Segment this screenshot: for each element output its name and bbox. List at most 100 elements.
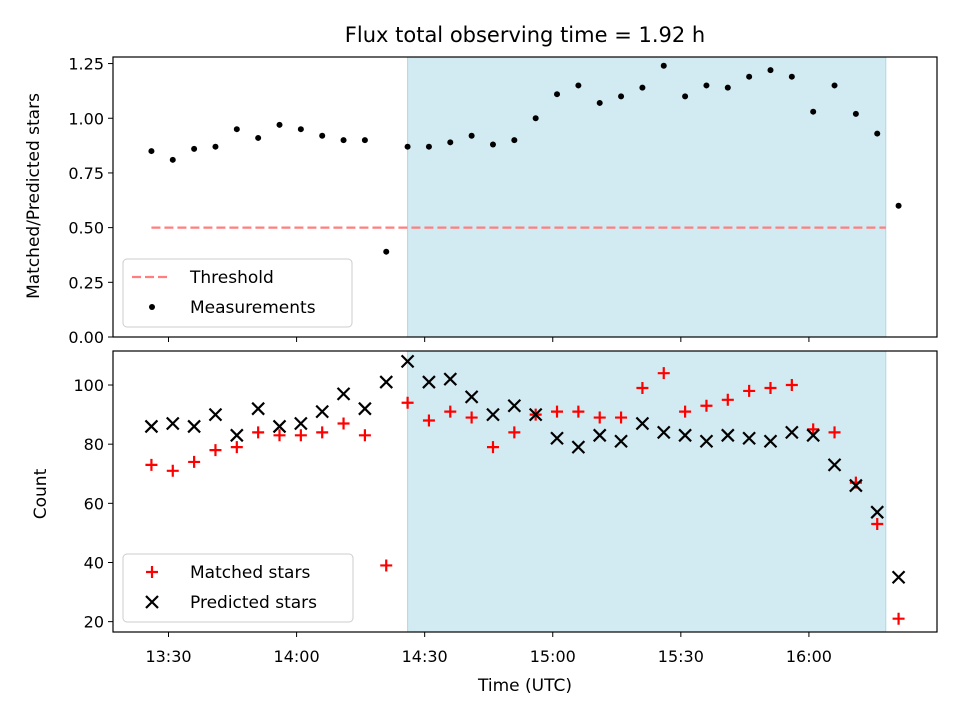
top-point-dot [297, 126, 304, 133]
top-point-dot [468, 132, 475, 139]
top-point-dot [404, 143, 411, 150]
bottom-point-x [187, 419, 201, 434]
top-y-tick-label: 0.50 [68, 219, 104, 238]
top-y-tick-label: 1.00 [68, 109, 104, 128]
top-point-dot [511, 137, 518, 144]
bottom-y-tick-label: 100 [73, 376, 104, 395]
bottom-point-plus [188, 455, 201, 468]
bottom-point-x [294, 416, 308, 431]
top-y-tick-label: 0.75 [68, 164, 104, 183]
top-point-dot [447, 139, 454, 146]
bottom-point-plus [422, 414, 435, 427]
bottom-point-plus [380, 559, 393, 572]
top-panel-ratio: 0.00 0.25 0.50 0.75 1.00 1.25 Threshold Measure… [68, 55, 938, 347]
bottom-panel-counts: 20 40 60 80 100 13:30 14:00 14:30 15:00 15:30 16:0… [73, 350, 938, 666]
bottom-y-tick-label: 60 [84, 494, 104, 513]
bottom-point-x [806, 428, 820, 443]
bottom-y-tick-label: 80 [84, 435, 104, 454]
bottom-point-plus [252, 426, 265, 439]
top-point-dot [361, 137, 368, 144]
bottom-point-x [571, 440, 586, 454]
top-point-dot [618, 93, 625, 100]
bottom-point-plus [892, 612, 905, 625]
bottom-point-plus [785, 379, 798, 392]
top-point-dot [255, 134, 262, 141]
bottom-point-x [358, 401, 372, 416]
bottom-point-plus [358, 429, 371, 442]
bottom-point-x [507, 398, 522, 413]
bottom-point-x [870, 505, 885, 519]
top-point-dot [639, 84, 646, 91]
bottom-point-plus [230, 441, 243, 454]
bottom-point-x [827, 458, 842, 472]
bottom-point-x [742, 431, 756, 446]
top-point-dot [340, 137, 347, 144]
top-point-dot [852, 110, 859, 117]
bottom-point-plus [486, 441, 499, 454]
bottom-point-x [336, 387, 351, 401]
bottom-point-plus [294, 429, 307, 442]
top-axes-frame [112, 56, 938, 338]
top-legend-box [122, 258, 353, 328]
top-point-dot [169, 156, 176, 163]
bottom-point-plus [209, 444, 222, 457]
bottom-point-x [699, 434, 714, 448]
top-point-dot [895, 202, 902, 209]
bottom-point-x [165, 416, 180, 431]
bottom-point-plus [551, 405, 564, 418]
top-point-dot [383, 248, 390, 255]
bottom-y-tick-label: 40 [84, 553, 104, 572]
top-point-dot [554, 91, 561, 98]
bottom-point-x [443, 372, 458, 386]
top-point-dot [191, 145, 198, 152]
top-legend-swatch-dot [149, 304, 155, 310]
bottom-point-x [678, 428, 692, 443]
bottom-point-x [272, 419, 287, 434]
bottom-axes-frame [112, 350, 938, 633]
bottom-point-x [550, 431, 564, 446]
top-point-dot [148, 148, 155, 155]
top-point-dot [425, 143, 432, 150]
top-point-dot [746, 73, 753, 80]
bottom-legend-label: Predicted stars [190, 593, 317, 613]
bottom-point-plus [679, 405, 692, 418]
bottom-point-plus [401, 396, 414, 409]
bottom-point-plus [572, 405, 585, 418]
top-y-tick-label: 1.25 [68, 55, 104, 74]
top-point-dot [810, 108, 817, 115]
bottom-point-plus [593, 411, 606, 424]
top-point-dot [233, 126, 240, 133]
top-point-dot [703, 82, 710, 89]
bottom-point-plus [145, 458, 158, 471]
bottom-point-x [144, 419, 159, 434]
top-point-dot [575, 82, 582, 89]
bottom-point-x [785, 425, 799, 440]
bottom-legend-swatch-plus [146, 566, 158, 578]
top-point-dot [596, 99, 603, 106]
top-point-dot [660, 62, 667, 69]
top-point-dot [319, 132, 326, 139]
bottom-point-x [635, 416, 650, 431]
bottom-point-x [400, 354, 415, 369]
bottom-point-x [464, 390, 479, 404]
bottom-point-plus [465, 411, 478, 424]
bottom-point-x [315, 404, 329, 419]
bottom-y-tick-label: 20 [84, 613, 104, 632]
x-tick-label: 15:00 [530, 647, 576, 666]
top-point-dot [788, 73, 795, 80]
x-tick-label: 14:30 [402, 647, 448, 666]
x-tick-label: 15:30 [658, 647, 704, 666]
top-y-tick-label: 0.00 [68, 328, 104, 347]
top-shaded-interval [407, 56, 887, 338]
bottom-point-x [251, 401, 265, 416]
top-point-dot [724, 84, 731, 91]
bottom-point-plus [657, 367, 670, 380]
bottom-point-x [592, 428, 607, 443]
bottom-point-plus [764, 381, 777, 394]
bottom-point-x [379, 375, 394, 389]
bottom-point-x [656, 425, 671, 440]
bottom-point-plus [721, 393, 734, 406]
top-point-dot [874, 130, 881, 137]
bottom-point-plus [700, 399, 713, 412]
